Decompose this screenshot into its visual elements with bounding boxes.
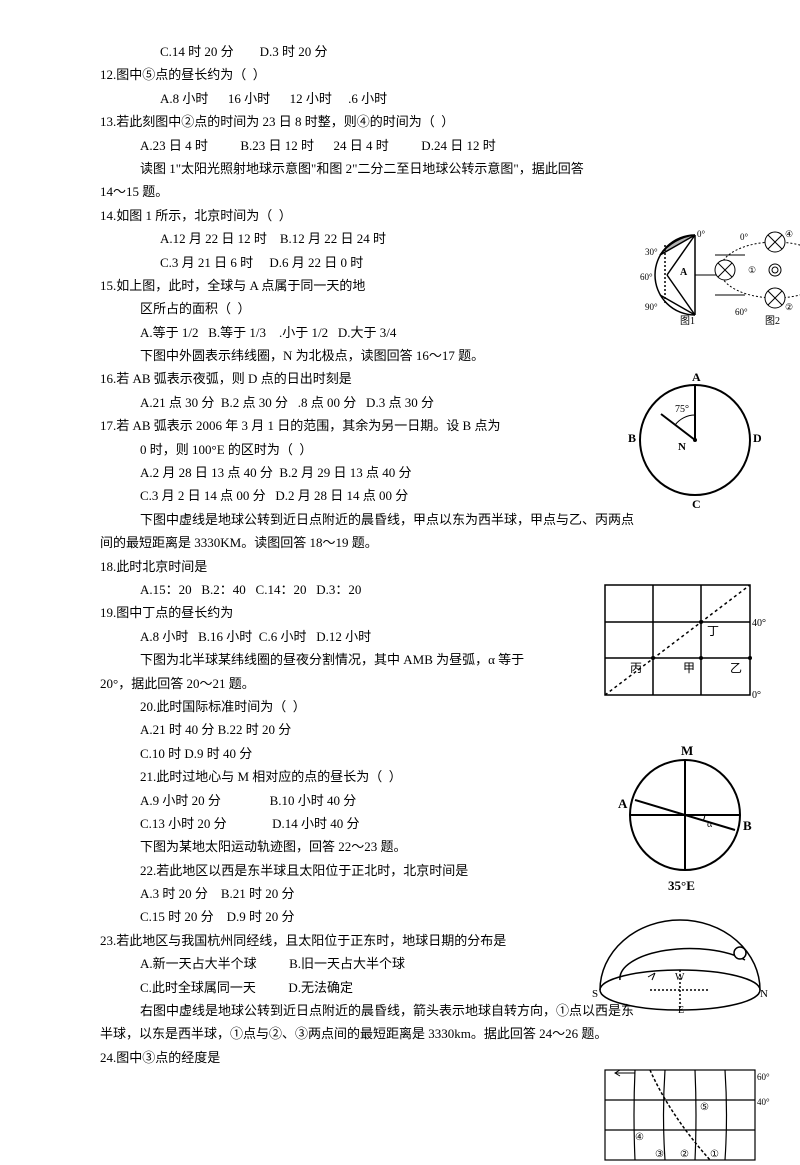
svg-text:③: ③ [655, 1149, 664, 1160]
svg-text:A: A [618, 796, 628, 811]
text-line: A.23 日 4 时 B.23 日 12 时 24 日 4 时 D.24 日 1… [100, 134, 700, 157]
svg-text:A: A [692, 370, 701, 384]
svg-text:丙: 丙 [630, 661, 642, 675]
text-line: A.21 时 40 分 B.22 时 20 分 [100, 718, 700, 741]
svg-text:②: ② [680, 1149, 689, 1160]
text-line: A.21 点 30 分 B.2 点 30 分 .8 点 00 分 D.3 点 3… [100, 391, 700, 414]
svg-text:图1: 图1 [680, 315, 695, 325]
text-line: 0 时，则 100°E 的区时为（ ） [100, 438, 700, 461]
text-line: 13.若此刻图中②点的时间为 23 日 8 时整，则④的时间为（ ） [100, 110, 700, 133]
svg-text:甲: 甲 [683, 661, 695, 675]
diagram-circle-n: A B C D N 75° [620, 370, 770, 510]
svg-text:①: ① [748, 265, 756, 275]
svg-text:乙: 乙 [730, 661, 742, 675]
svg-text:图2: 图2 [765, 315, 780, 325]
text-line: A.等于 1/2 B.等于 1/3 .小于 1/2 D.大于 3/4 [100, 321, 700, 344]
svg-text:75°: 75° [675, 404, 689, 415]
svg-text:S: S [592, 988, 598, 1000]
text-line: 读图 1"太阳光照射地球示意图"和图 2"二分二至日地球公转示意图"，据此回答 [100, 157, 700, 180]
svg-text:①: ① [710, 1149, 719, 1160]
text-line: 15.如上图，此时，全球与 A 点属于同一天的地 [100, 274, 700, 297]
diagram-orbit: ④ ① ③ ② 图2 [710, 225, 800, 325]
text-line: C.3 月 21 日 6 时 D.6 月 22 日 0 时 [100, 251, 700, 274]
diagram-circle-m: M A B α 35°E [600, 740, 770, 900]
text-line: 17.若 AB 弧表示 2006 年 3 月 1 日的范围，其余为另一日期。设 … [100, 414, 700, 437]
svg-text:0°: 0° [697, 229, 706, 239]
svg-text:D: D [753, 431, 762, 445]
text-line: 下图中外圆表示纬线圈，N 为北极点，读图回答 16～17 题。 [100, 344, 700, 367]
svg-text:40°: 40° [757, 1097, 770, 1107]
svg-text:丁: 丁 [707, 624, 719, 638]
svg-text:40°: 40° [752, 618, 766, 629]
text-line: 12.图中⑤点的昼长约为（ ） [100, 63, 700, 86]
svg-text:A: A [680, 267, 688, 278]
svg-text:⑤: ⑤ [700, 1102, 709, 1113]
diagram-grid: 40° 0° 丁 丙 甲 乙 [600, 580, 770, 700]
text-line: C.3 月 2 日 14 点 00 分 D.2 月 28 日 14 点 00 分 [100, 484, 700, 507]
svg-text:B: B [628, 431, 636, 445]
svg-text:N: N [760, 988, 768, 1000]
diagram-dome: W S N E [590, 905, 770, 1015]
svg-text:B: B [743, 818, 752, 833]
text-line: 间的最短距离是 3330KM。读图回答 18～19 题。 [100, 531, 700, 554]
svg-text:90°: 90° [645, 302, 658, 312]
text-line: 18.此时北京时间是 [100, 555, 700, 578]
diagram-mapgrid: 60° 40° ⑤ ④ ③ ② ① [600, 1065, 770, 1165]
text-line: 半球，以东是西半球，①点与②、③两点间的最短距离是 3330km。据此回答 24… [100, 1022, 700, 1045]
svg-text:0°: 0° [752, 690, 761, 700]
text-line: C.14 时 20 分 D.3 时 20 分 [100, 40, 700, 63]
svg-text:60°: 60° [757, 1072, 770, 1082]
svg-text:N: N [678, 441, 686, 453]
svg-text:②: ② [785, 302, 793, 312]
svg-text:E: E [678, 1005, 684, 1015]
text-line: A.2 月 28 日 13 点 40 分 B.2 月 29 日 13 点 40 … [100, 461, 700, 484]
svg-text:30°: 30° [645, 247, 658, 257]
text-line: A.12 月 22 日 12 时 B.12 月 22 日 24 时 [100, 227, 700, 250]
text-line: 下图中虚线是地球公转到近日点附近的晨昏线，甲点以东为西半球，甲点与乙、丙两点 [100, 508, 700, 531]
text-line: 14.如图 1 所示，北京时间为（ ） [100, 204, 700, 227]
svg-text:α: α [707, 819, 713, 830]
svg-text:C: C [692, 497, 701, 510]
svg-text:M: M [681, 743, 693, 758]
svg-text:W: W [675, 972, 685, 983]
svg-text:④: ④ [635, 1132, 644, 1143]
text-line: 14～15 题。 [100, 180, 700, 203]
text-line: 区所占的面积（ ） [100, 297, 700, 320]
svg-text:60°: 60° [640, 272, 653, 282]
svg-text:④: ④ [785, 229, 793, 239]
svg-text:35°E: 35°E [668, 878, 695, 893]
text-line: A.8 小时 16 小时 12 小时 .6 小时 [100, 87, 700, 110]
text-line: 16.若 AB 弧表示夜弧，则 D 点的日出时刻是 [100, 367, 700, 390]
